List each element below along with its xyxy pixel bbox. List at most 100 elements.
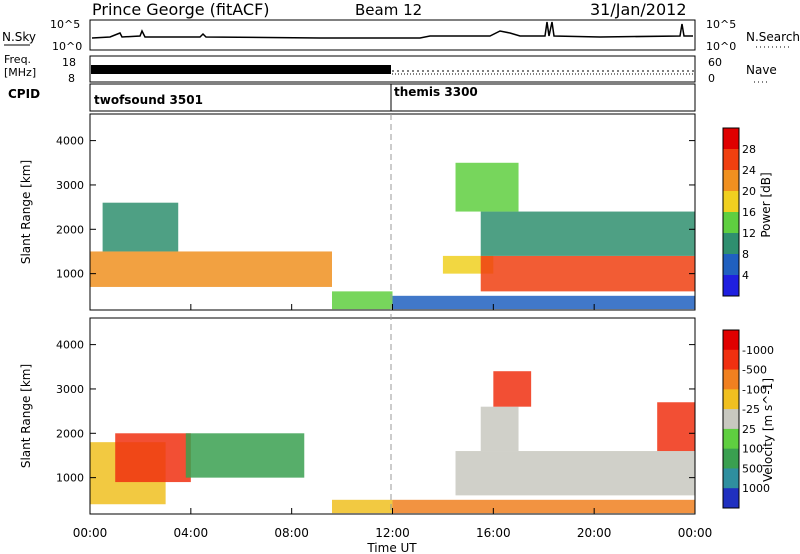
velocity-colorbar-tick-6: 500: [742, 462, 763, 475]
velocity-data-band-8: [657, 402, 695, 452]
velocity-colorbar-tick-5: 100: [742, 443, 763, 456]
velocity-data-band-3: [332, 499, 393, 514]
power-ytick-label-0: 1000: [56, 268, 84, 281]
power-ylabel: Slant Range [km]: [19, 160, 33, 264]
velocity-data-band-1: [115, 433, 191, 483]
velocity-colorbar: -1000 -500 -100 -25 25 100 500 1000: [722, 329, 774, 509]
power-data-band-0: [90, 251, 332, 287]
velocity-data-band-7: [493, 371, 532, 407]
velocity-colorbar-swatch-0: [723, 330, 739, 351]
power-colorbar-tick-5: 8: [742, 248, 749, 261]
cpid-segment-2: themis 3300: [394, 85, 478, 99]
velocity-colorbar-swatch-6: [723, 448, 739, 469]
power-colorbar-tick-2: 20: [742, 185, 756, 198]
power-y-axis: 1000 2000 3000 4000: [56, 135, 695, 281]
power-colorbar-swatch-6: [723, 254, 739, 276]
freq-label-line1: Freq.: [4, 53, 31, 66]
cpid-panel-frame: [89, 83, 696, 112]
velocity-colorbar-frame: [722, 329, 740, 509]
power-colorbar-tick-0: 28: [742, 143, 756, 156]
power-data-band-2: [332, 291, 393, 310]
power-panel: 1000 2000 3000 4000 Slant Range [km] 28 24 20…: [19, 113, 773, 311]
power-colorbar-tick-6: 4: [742, 269, 749, 282]
velocity-colorbar-swatch-1: [723, 349, 739, 371]
nsearch-tick-high: 10^5: [706, 18, 736, 31]
cpid-label: CPID: [8, 87, 40, 101]
power-colorbar-swatch-2: [723, 170, 739, 192]
time-tick-label-3: 12:00: [375, 526, 410, 540]
time-tick-label-5: 20:00: [577, 526, 612, 540]
velocity-ytick-label-2: 3000: [56, 383, 84, 396]
power-colorbar-swatch-3: [723, 191, 739, 213]
power-colorbar-swatch-1: [723, 149, 739, 171]
freq-tick-high: 18: [62, 56, 76, 69]
power-colorbar-swatch-5: [723, 233, 739, 255]
velocity-y-axis: 1000 2000 3000 4000: [56, 339, 695, 485]
velocity-ylabel: Slant Range [km]: [19, 364, 33, 468]
nsearch-label: N.Search: [746, 30, 800, 44]
velocity-data-layer: [90, 371, 695, 514]
cpid-segment-1: twofsound 3501: [94, 93, 203, 107]
nsky-panel-frame: [89, 19, 696, 51]
velocity-data-band-5: [455, 451, 695, 496]
velocity-ytick-label-1: 2000: [56, 427, 84, 440]
velocity-colorbar-swatch-3: [723, 389, 739, 410]
velocity-colorbar-tick-2: -100: [742, 383, 767, 396]
power-data-band-1: [102, 202, 179, 252]
power-ytick-label-1: 2000: [56, 223, 84, 236]
power-data-layer: [90, 162, 695, 310]
power-data-band-7: [455, 162, 519, 212]
velocity-colorbar-tick-7: 1000: [742, 482, 770, 495]
velocity-colorbar-tick-4: 25: [742, 423, 756, 436]
velocity-colorbar-swatch-5: [723, 428, 739, 450]
velocity-colorbar-swatch-7: [723, 468, 739, 489]
time-axis: 00:00 04:00 08:00 12:00 16:00 20:00 00:00: [73, 304, 713, 540]
power-ytick-label-3: 4000: [56, 135, 84, 148]
velocity-colorbar-tick-3: -25: [742, 403, 760, 416]
freq-tick-low: 8: [68, 72, 75, 85]
velocity-colorbar-swatch-4: [723, 409, 739, 430]
power-data-band-3: [392, 295, 695, 310]
power-colorbar-swatch-7: [723, 275, 739, 297]
velocity-colorbar-tick-0: -1000: [742, 344, 774, 357]
power-colorbar-swatch-4: [723, 212, 739, 234]
power-data-band-5: [480, 255, 695, 292]
velocity-ytick-label-3: 4000: [56, 339, 84, 352]
nsky-tick-low: 10^0: [52, 40, 82, 53]
time-tick-label-4: 16:00: [476, 526, 511, 540]
velocity-data-band-6: [480, 406, 519, 452]
time-tick-label-1: 04:00: [174, 526, 209, 540]
velocity-colorbar-swatch-2: [723, 369, 739, 390]
power-colorbar: 28 24 20 16 12 8 4: [722, 127, 756, 297]
power-colorbar-tick-1: 24: [742, 164, 756, 177]
freq-trace-twofsound: [91, 65, 391, 74]
station-title: Prince George (fitACF): [92, 0, 270, 19]
velocity-data-band-4: [392, 499, 695, 514]
velocity-colorbar-label: Velocity [m s^-1]: [761, 378, 775, 482]
date-title: 31/Jan/2012: [590, 0, 687, 19]
power-colorbar-tick-3: 16: [742, 206, 756, 219]
time-tick-label-0: 00:00: [73, 526, 108, 540]
freq-panel-frame: [89, 55, 696, 83]
nsearch-tick-low: 10^0: [706, 40, 736, 53]
velocity-ytick-label-0: 1000: [56, 472, 84, 485]
freq-label-line2: [MHz]: [4, 66, 36, 79]
power-colorbar-swatch-0: [723, 128, 739, 150]
time-axis-label: Time UT: [366, 541, 417, 554]
power-colorbar-label: Power [dB]: [759, 172, 773, 237]
nsky-trace: [91, 21, 693, 39]
power-ytick-label-2: 3000: [56, 179, 84, 192]
nave-label: Nave: [746, 63, 777, 77]
nsky-tick-high: 10^5: [50, 18, 80, 31]
nave-tick-low: 0: [708, 72, 715, 85]
beam-title: Beam 12: [355, 1, 423, 19]
time-tick-label-6: 00:00: [678, 526, 713, 540]
nave-tick-high: 60: [708, 56, 722, 69]
power-colorbar-tick-4: 12: [742, 227, 756, 240]
time-tick-label-2: 08:00: [274, 526, 309, 540]
power-data-band-6: [480, 211, 695, 256]
velocity-colorbar-tick-1: -500: [742, 364, 767, 377]
velocity-colorbar-swatch-8: [723, 488, 739, 509]
